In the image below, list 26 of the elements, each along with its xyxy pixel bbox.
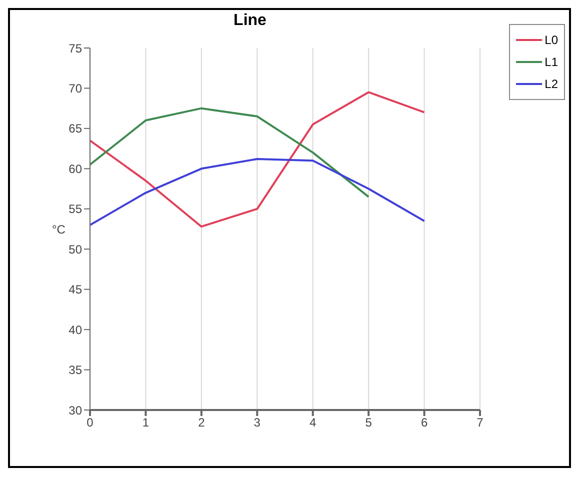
y-tick-label: 60 [68,162,82,176]
x-tick-label: 7 [476,416,484,430]
legend-label: L0 [544,33,558,47]
x-tick-label: 5 [365,416,372,430]
line-series [90,158,426,226]
line-series [90,91,426,228]
y-tick-label: 55 [68,202,82,216]
x-tick-label: 4 [310,416,317,430]
y-tick-label: 70 [68,81,82,96]
y-tick-label: 75 [68,41,82,56]
y-tick-label: 35 [68,363,82,378]
x-tick-label: 2 [198,416,206,430]
y-tick-label: 45 [68,282,82,297]
x-tick-label: 0 [86,416,94,430]
y-tick-label: 40 [68,322,82,337]
legend-label: L2 [544,77,558,91]
line-series [90,107,370,198]
y-axis-title: °C [52,222,66,236]
x-tick-label: 3 [254,416,261,430]
x-tick-label: 6 [420,416,428,430]
x-tick-label: 1 [142,416,150,430]
y-tick-label: 65 [68,122,82,136]
legend-label: L1 [544,55,558,69]
y-tick-label: 30 [68,403,82,418]
y-tick-label: 50 [68,242,82,256]
chart-title: Line [232,12,268,30]
